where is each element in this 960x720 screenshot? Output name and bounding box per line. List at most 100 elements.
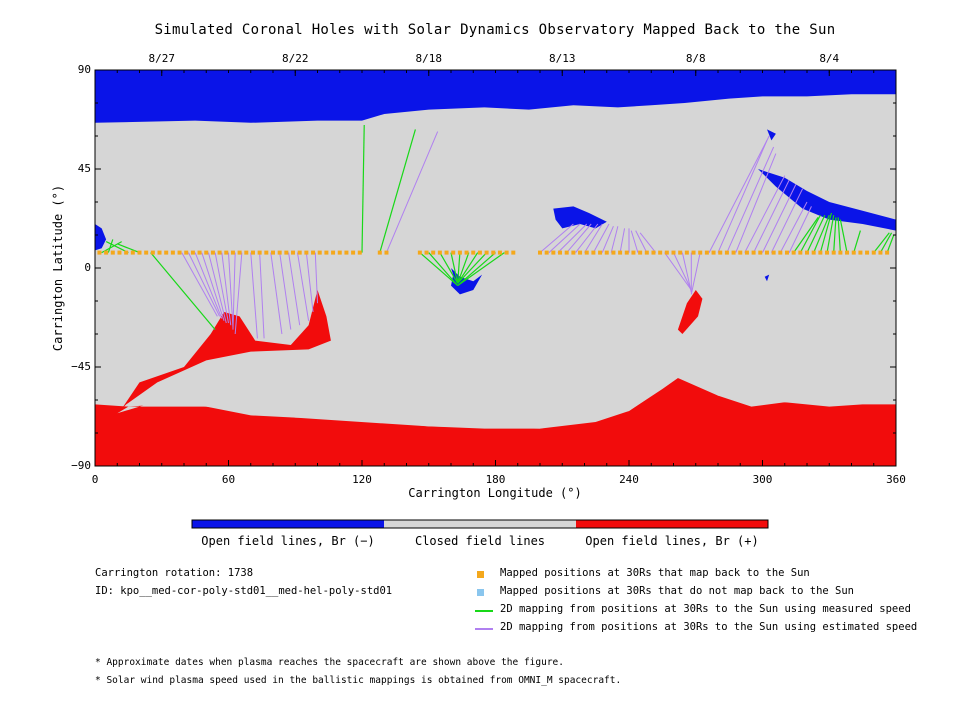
footnote-speed: * Solar wind plasma speed used in the ba… — [95, 675, 622, 686]
mapped-position-dot — [237, 250, 242, 255]
mapped-position-dot — [798, 250, 803, 255]
mapped-position-dot — [551, 250, 556, 255]
mapped-position-dot — [664, 250, 669, 255]
measured-speed-mapping-line — [361, 124, 365, 253]
mapped-position-dot — [704, 250, 709, 255]
mapped-position-dot — [651, 250, 656, 255]
mapped-position-dot — [758, 250, 763, 255]
mapped-position-dot — [284, 250, 289, 255]
measured-speed-mapping-line — [833, 217, 837, 253]
blue-patch-west-edge — [95, 224, 107, 251]
measured-speed-mapping-line — [819, 212, 833, 253]
mapped-position-dot — [511, 250, 516, 255]
purple-line-icon — [475, 628, 493, 630]
mapped-position-dot — [831, 250, 836, 255]
mapped-position-dot — [578, 250, 583, 255]
estimated-speed-mapping-line — [635, 230, 648, 253]
mapped-position-dot — [584, 250, 589, 255]
mapped-position-dot — [451, 250, 456, 255]
mapped-position-dot — [257, 250, 262, 255]
carrington-rotation: Carrington rotation: 1738 — [95, 567, 254, 579]
blue-dot-302 — [764, 274, 770, 282]
mapped-position-dot — [698, 250, 703, 255]
colorbar-segment-open-negative — [192, 520, 384, 528]
measured-speed-mapping-line — [813, 214, 830, 253]
measured-speed-mapping-line — [457, 252, 479, 284]
measured-speed-mapping-line — [419, 252, 459, 287]
mapped-position-dot — [805, 250, 809, 255]
estimated-speed-mapping-line — [314, 252, 318, 304]
mapped-position-dot — [457, 250, 462, 255]
mapped-position-dot — [491, 250, 496, 255]
mapped-position-dot — [110, 250, 115, 255]
mapped-position-dot — [591, 250, 596, 255]
mapped-position-dot — [571, 250, 576, 255]
mapped-position-dot — [845, 250, 850, 255]
estimated-speed-mapping-line — [592, 223, 610, 253]
mapped-position-dot — [477, 250, 482, 255]
mapped-position-dot — [778, 250, 783, 255]
x-tick-label: 300 — [752, 473, 773, 486]
mapped-position-dot — [144, 250, 149, 255]
mapped-position-dot — [170, 250, 175, 255]
mapped-position-dot — [784, 250, 789, 255]
top-date-label: 8/22 — [282, 52, 309, 65]
estimated-speed-mapping-line — [296, 252, 310, 321]
mapped-position-dot — [351, 250, 356, 255]
measured-speed-mapping-line — [793, 217, 819, 253]
y-tick-label: 0 — [84, 261, 91, 274]
mapped-position-dot — [130, 250, 135, 255]
mapped-position-dot — [644, 250, 649, 255]
mapped-position-dot — [484, 250, 489, 255]
estimated-speed-mapping-line — [726, 146, 775, 253]
colorbar-segment-open-positive — [576, 520, 768, 528]
mapped-position-dot — [184, 250, 189, 255]
mapped-position-dot — [197, 250, 202, 255]
measured-speed-mapping-line — [150, 252, 216, 330]
estimated-speed-mapping-line — [584, 223, 603, 253]
estimated-speed-mapping-line — [788, 206, 812, 253]
measured-speed-mapping-line — [457, 252, 470, 284]
mapped-position-dot — [771, 250, 776, 255]
mapped-position-dot — [297, 250, 302, 255]
estimated-speed-mapping-line — [753, 179, 790, 253]
estimated-speed-mapping-line — [610, 226, 619, 253]
blue-spot-165 — [451, 268, 483, 295]
blue-patch-215 — [553, 206, 607, 229]
mapped-position-dot — [217, 250, 222, 255]
legend-label-estimated: 2D mapping from positions at 30Rs to the… — [500, 621, 918, 633]
mapped-position-dot — [337, 250, 342, 255]
mapped-position-dot — [825, 250, 830, 255]
estimated-speed-mapping-line — [201, 252, 225, 321]
mapped-position-dot — [464, 250, 469, 255]
measured-speed-mapping-line — [826, 215, 835, 253]
estimated-speed-mapping-line — [288, 252, 301, 326]
mapped-position-dot — [624, 250, 629, 255]
measured-speed-mapping-line — [457, 252, 496, 287]
top-date-label: 8/27 — [148, 52, 176, 65]
measured-speed-mapping-line — [873, 232, 890, 253]
mapped-position-dot — [744, 250, 749, 255]
estimated-speed-mapping-line — [557, 223, 588, 253]
measured-speed-mapping-line — [806, 214, 826, 253]
estimated-speed-mapping-line — [717, 140, 768, 253]
x-tick-label: 240 — [619, 473, 639, 486]
estimated-speed-mapping-line — [673, 252, 692, 291]
mapped-position-dot — [738, 250, 743, 255]
top-date-label: 8/18 — [415, 52, 443, 65]
measured-speed-mapping-line — [379, 129, 416, 253]
estimated-speed-mapping-line — [630, 230, 639, 253]
colorbar-segment-closed — [384, 520, 576, 528]
mapped-position-dot — [331, 250, 336, 255]
measured-speed-mapping-line — [428, 252, 459, 286]
mapped-position-dot — [885, 250, 890, 255]
estimated-speed-mapping-line — [221, 252, 232, 326]
mapped-position-dot — [764, 250, 769, 255]
y-axis-label: Carrington Latitude (°) — [51, 184, 65, 352]
mapped-position-dot — [851, 250, 856, 255]
mapped-position-dot — [164, 250, 169, 255]
mapped-position-dot — [724, 250, 729, 255]
mapped-position-dot — [538, 250, 542, 255]
mapped-position-dot — [838, 250, 843, 255]
